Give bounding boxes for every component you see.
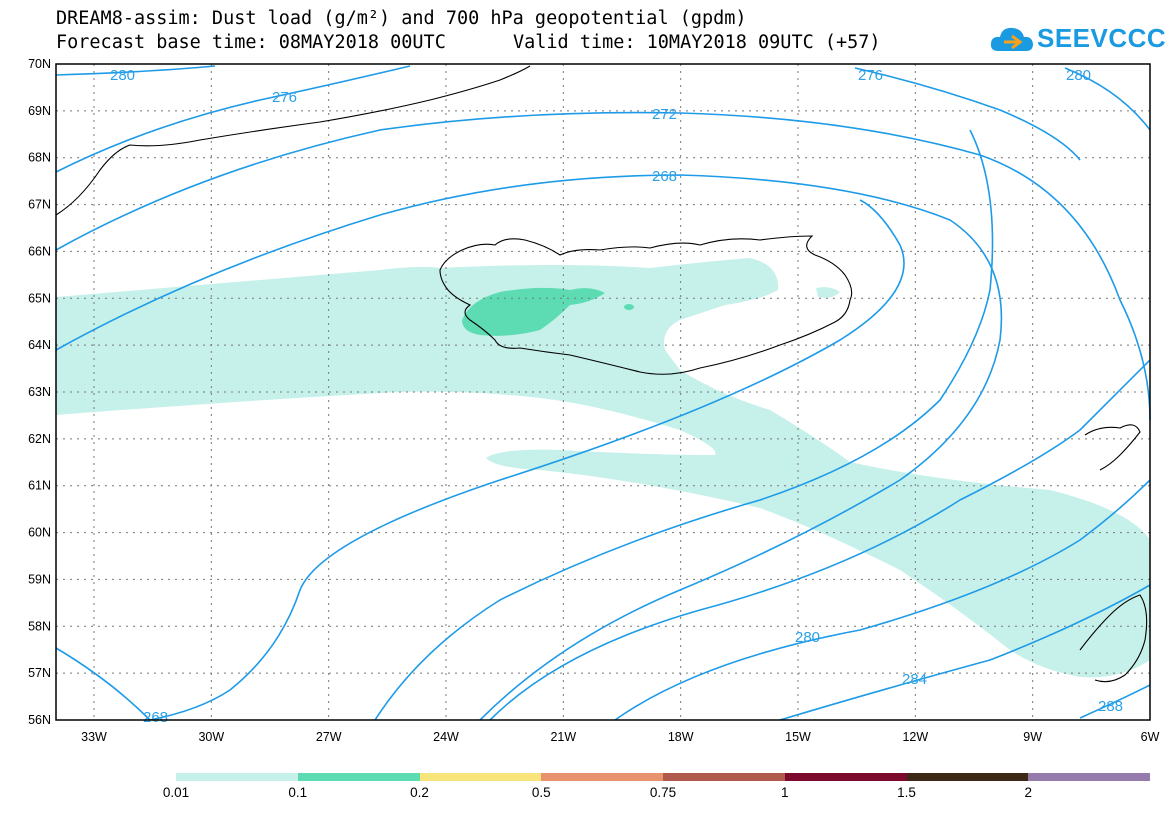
latitude-label: 68N — [28, 151, 51, 165]
contour-label: 268 — [652, 168, 677, 185]
latitude-label: 67N — [28, 198, 51, 212]
greenland-coast — [55, 65, 531, 216]
latitude-label: 61N — [28, 479, 51, 493]
longitude-labels: 33W 30W 27W 24W 21W 18W 15W 12W 9W 6W — [81, 730, 1159, 744]
contour-label: 268 — [143, 709, 168, 726]
longitude-label: 15W — [785, 730, 811, 744]
latitude-labels: 70N 69N 68N 67N 66N 65N 64N 63N 62N 61N 60N 59N 58N 5… — [28, 57, 51, 727]
colorbar-segment — [176, 773, 298, 781]
longitude-label: 30W — [198, 730, 224, 744]
scotland-coast — [1079, 594, 1148, 683]
colorbar-segment — [541, 773, 663, 781]
dust-patch-east — [816, 287, 840, 298]
colorbar-label: 0.1 — [288, 785, 308, 800]
colorbar-segment — [906, 773, 1029, 781]
latitude-label: 59N — [28, 572, 51, 586]
contour-label: 276 — [858, 67, 883, 84]
dust-spot — [624, 304, 634, 310]
latitude-label: 66N — [28, 244, 51, 258]
contour-label: 280 — [1066, 67, 1091, 84]
contour-268-sw — [55, 647, 151, 721]
coastlines — [55, 65, 1148, 683]
contour-276-se — [489, 359, 1151, 721]
colorbar-segment — [1028, 773, 1150, 781]
contour-label-group: 280 276 272 268 276 280 268 280 284 288 — [110, 67, 1123, 726]
colorbar-label: 1.5 — [897, 785, 916, 800]
contour-label: 272 — [652, 106, 677, 123]
contour-284 — [779, 584, 1151, 721]
longitude-label: 24W — [433, 730, 459, 744]
contour-268 — [55, 174, 1003, 721]
contour-280-nw — [55, 65, 216, 76]
colorbar-segment — [419, 773, 542, 781]
latitude-label: 62N — [28, 432, 51, 446]
contour-288 — [1079, 684, 1151, 719]
contour-276-ne — [854, 67, 1081, 161]
colorbar-label: 0.5 — [531, 785, 551, 800]
contour-270 — [149, 199, 905, 721]
logo-text: SEEVCCC — [1037, 23, 1167, 53]
cloud-logo-icon — [990, 27, 1033, 51]
colorbar-label: 0.01 — [162, 785, 190, 800]
latitude-label: 60N — [28, 526, 51, 540]
contour-label: 284 — [902, 671, 927, 688]
longitude-label: 6W — [1141, 730, 1160, 744]
dust-plume-low — [56, 258, 1150, 678]
colorbar-segment — [784, 773, 907, 781]
forecast-base-time: Forecast base time: 08MAY2018 00UTC — [56, 32, 446, 53]
iceland-coast — [439, 235, 853, 375]
colorbar-label: 0.2 — [410, 785, 429, 800]
colorbar-segment — [663, 773, 785, 781]
colorbar-label: 2 — [1024, 785, 1033, 800]
latitude-label: 65N — [28, 291, 51, 305]
longitude-label: 33W — [81, 730, 107, 744]
colorbar-label: 0.75 — [649, 785, 677, 800]
contour-280-se — [614, 479, 1151, 721]
longitude-label: 18W — [668, 730, 694, 744]
latitude-label: 56N — [28, 713, 51, 727]
map-frame — [55, 63, 1151, 721]
graticule — [56, 64, 1150, 720]
latitude-label: 64N — [28, 338, 51, 352]
latitude-label: 57N — [28, 666, 51, 680]
longitude-label: 27W — [316, 730, 342, 744]
contour-label: 288 — [1098, 698, 1123, 715]
dust-layer — [56, 258, 1150, 678]
colorbar-segment — [297, 773, 420, 781]
contour-272-outer — [374, 129, 994, 721]
latitude-label: 70N — [28, 57, 51, 71]
faroe-coast — [1084, 424, 1141, 471]
contour-label: 280 — [110, 67, 135, 84]
colorbar — [176, 773, 1150, 781]
map-title: DREAM8-assim: Dust load (g/m²) and 700 h… — [56, 8, 747, 29]
valid-time: Valid time: 10MAY2018 09UTC (+57) — [513, 32, 881, 53]
dust-plume-mid — [462, 287, 605, 336]
longitude-label: 21W — [550, 730, 576, 744]
colorbar-label: 1 — [780, 785, 789, 800]
contour-276-nw — [55, 65, 411, 173]
contour-280-ne — [1064, 67, 1151, 131]
longitude-label: 9W — [1023, 730, 1042, 744]
latitude-label: 58N — [28, 619, 51, 633]
contour-label: 276 — [272, 89, 297, 106]
latitude-label: 63N — [28, 385, 51, 399]
contour-272 — [55, 111, 1151, 421]
longitude-label: 12W — [902, 730, 928, 744]
latitude-label: 69N — [28, 104, 51, 118]
contour-label: 280 — [795, 629, 820, 646]
geopotential-contours — [55, 65, 1151, 721]
